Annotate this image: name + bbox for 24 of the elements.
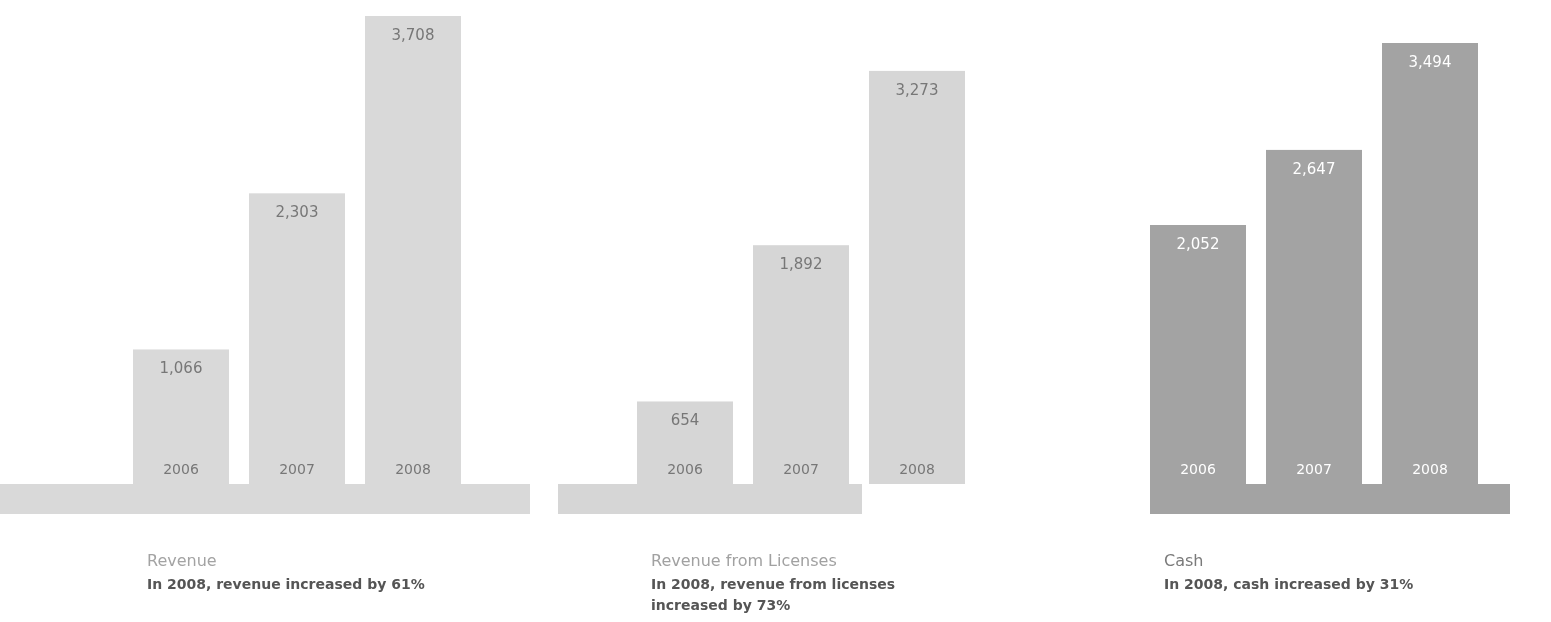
x-tick-label: 2006 — [1180, 461, 1216, 477]
data-label: 1,892 — [779, 255, 823, 274]
text: Revenue from Licenses — [651, 551, 837, 570]
x-tick-label: 2007 — [279, 461, 315, 477]
x-tick-label: 2007 — [783, 461, 819, 477]
data-label: 3,494 — [1408, 53, 1452, 72]
text: In 2008, revenue from licenses increased by 73% — [651, 576, 896, 613]
x-tick-label: 2006 — [667, 461, 703, 477]
data-label: 2,052 — [1176, 235, 1220, 254]
data-label: 1,066 — [159, 359, 203, 378]
text: In 2008, cash increased by 31% — [1164, 576, 1414, 592]
text: Revenue — [147, 551, 217, 570]
data-label: 3,273 — [895, 80, 939, 99]
x-tick-label: 2008 — [395, 461, 431, 477]
data-label: 654 — [670, 411, 700, 430]
text: Cash — [1164, 551, 1204, 570]
x-tick-label: 2008 — [1412, 461, 1448, 477]
x-tick-label: 2007 — [1296, 461, 1332, 477]
text: In 2008, revenue increased by 61% — [147, 576, 425, 592]
x-tick-label: 2006 — [163, 461, 199, 477]
data-label: 2,303 — [275, 203, 319, 222]
x-tick-label: 2008 — [899, 461, 935, 477]
data-label: 2,647 — [1292, 159, 1336, 178]
data-label: 3,708 — [391, 26, 435, 44]
